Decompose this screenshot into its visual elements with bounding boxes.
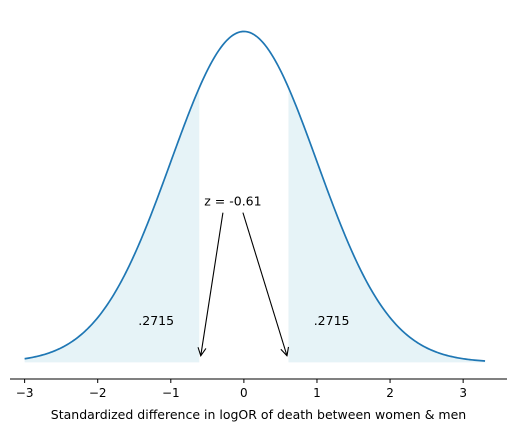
area-label-left: .2715 — [138, 313, 174, 328]
x-tick-label: 1 — [313, 386, 321, 400]
shaded-tail-left — [24, 87, 200, 363]
x-tick-label: −3 — [16, 386, 34, 400]
x-tick-label: 3 — [459, 386, 467, 400]
annotation-arrow-right — [242, 212, 287, 356]
plot-area: .2715 .2715 z = -0.61 −3 −2 −1 0 1 2 3 — [10, 30, 507, 400]
area-label-right: .2715 — [314, 313, 350, 328]
x-tick-label: −2 — [89, 386, 107, 400]
density-curve — [24, 30, 486, 362]
x-tick-label: 2 — [386, 386, 394, 400]
annotation-arrow-left — [201, 212, 224, 356]
x-axis-label: Standardized difference in logOR of deat… — [51, 407, 466, 422]
z-annotation: z = -0.61 — [204, 194, 261, 209]
x-tick-label: 0 — [240, 386, 248, 400]
shaded-tail-right — [288, 87, 486, 363]
x-tick-label: −1 — [162, 386, 180, 400]
